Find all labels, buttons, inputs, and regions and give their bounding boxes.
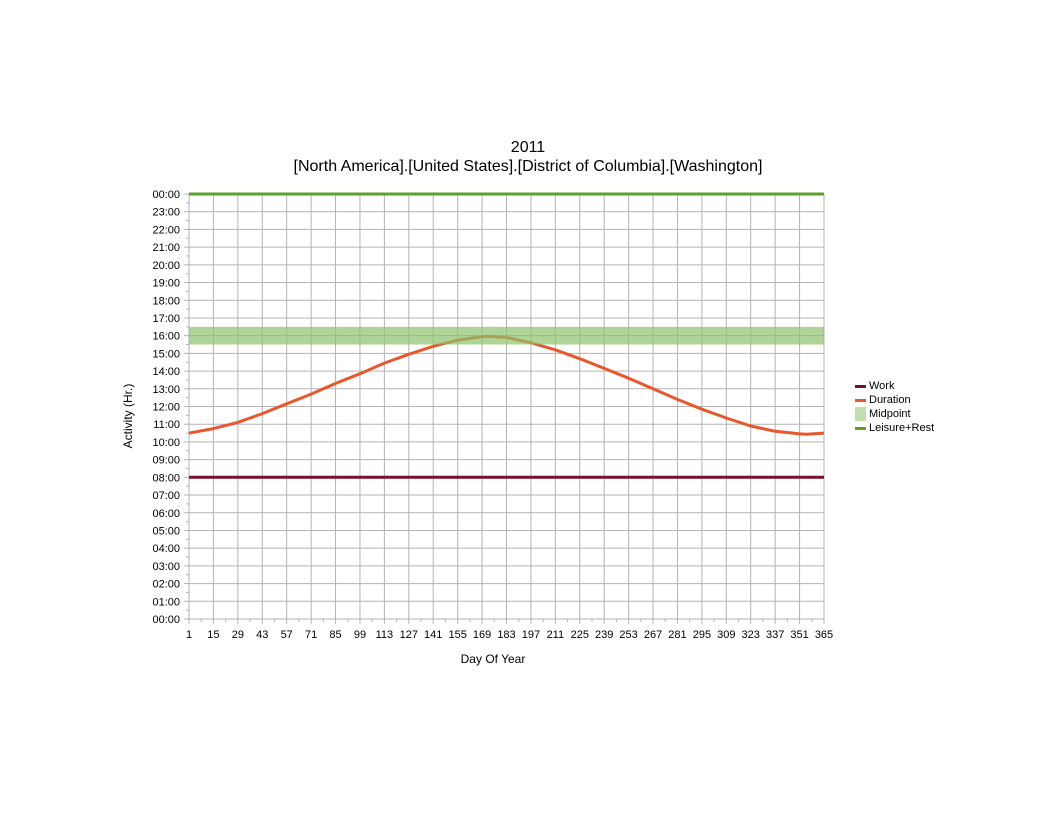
y-tick-label: 10:00 [152,437,180,449]
x-tick-label: 351 [790,629,808,641]
y-tick-label: 00:00 [152,189,180,201]
legend-item-work: Work [855,379,934,393]
y-tick-label: 04:00 [152,543,180,555]
legend-swatch [855,384,866,388]
y-tick-label: 02:00 [152,579,180,591]
x-tick-label: 309 [717,629,735,641]
x-tick-label: 253 [619,629,637,641]
y-tick-label: 16:00 [152,331,180,343]
y-tick-label: 15:00 [152,348,180,360]
y-tick-label: 13:00 [152,384,180,396]
x-tick-label: 57 [281,629,293,641]
x-tick-label: 43 [256,629,268,641]
x-tick-label: 99 [354,629,366,641]
y-tick-label: 06:00 [152,508,180,520]
y-tick-label: 12:00 [152,402,180,414]
y-axis-label: Activity (Hr.) [121,383,135,449]
legend-label: Duration [869,394,911,406]
x-tick-label: 1 [186,629,192,641]
x-tick-label: 183 [497,629,515,641]
y-tick-label: 05:00 [152,525,180,537]
y-tick-label: 09:00 [152,455,180,467]
y-tick-label: 14:00 [152,366,180,378]
legend-item-midpoint: Midpoint [855,407,934,421]
legend-label: Leisure+Rest [869,422,935,434]
y-tick-label: 23:00 [152,207,180,219]
legend: Work Duration Midpoint Leisure+Rest [855,379,934,435]
legend-swatch [855,398,866,402]
y-tick-label: 11:00 [153,419,180,431]
x-tick-label: 29 [232,629,244,641]
x-tick-label: 15 [207,629,219,641]
y-tick-label: 19:00 [152,278,180,290]
x-tick-label: 155 [448,629,466,641]
legend-swatch [855,426,866,430]
series-midpoint-band [189,326,824,345]
x-tick-label: 323 [742,629,760,641]
x-tick-label: 211 [547,629,565,641]
y-tick-label: 08:00 [152,472,180,484]
chart-subtitle: [North America].[United States].[Distric… [293,158,763,175]
legend-item-leisure-rest: Leisure+Rest [855,421,934,435]
y-tick-label: 22:00 [152,224,180,236]
x-tick-label: 197 [522,629,540,641]
x-tick-label: 337 [766,629,784,641]
y-tick-label: 17:00 [152,313,180,325]
y-tick-label: 07:00 [152,490,180,502]
y-tick-label: 18:00 [152,295,180,307]
y-tick-label: 00:00 [152,614,180,626]
x-tick-label: 127 [400,629,418,641]
x-tick-label: 85 [329,629,341,641]
x-tick-label: 169 [473,629,491,641]
x-tick-label: 71 [305,629,317,641]
x-tick-label: 267 [644,629,662,641]
y-tick-label: 03:00 [152,561,180,573]
legend-swatch [855,407,866,421]
x-axis-label: Day Of Year [460,652,526,666]
y-tick-label: 20:00 [152,260,180,272]
x-tick-label: 365 [815,629,833,641]
y-tick-label: 01:00 [152,596,180,608]
x-tick-label: 295 [693,629,711,641]
y-tick-label: 21:00 [152,242,180,254]
legend-label: Work [869,380,895,392]
x-tick-label: 141 [424,629,442,641]
x-tick-label: 239 [595,629,613,641]
x-tick-label: 225 [571,629,589,641]
legend-item-duration: Duration [855,393,934,407]
chart-title: 2011 [510,139,546,156]
x-tick-label: 113 [376,629,394,641]
legend-label: Midpoint [869,408,911,420]
x-tick-label: 281 [668,629,686,641]
